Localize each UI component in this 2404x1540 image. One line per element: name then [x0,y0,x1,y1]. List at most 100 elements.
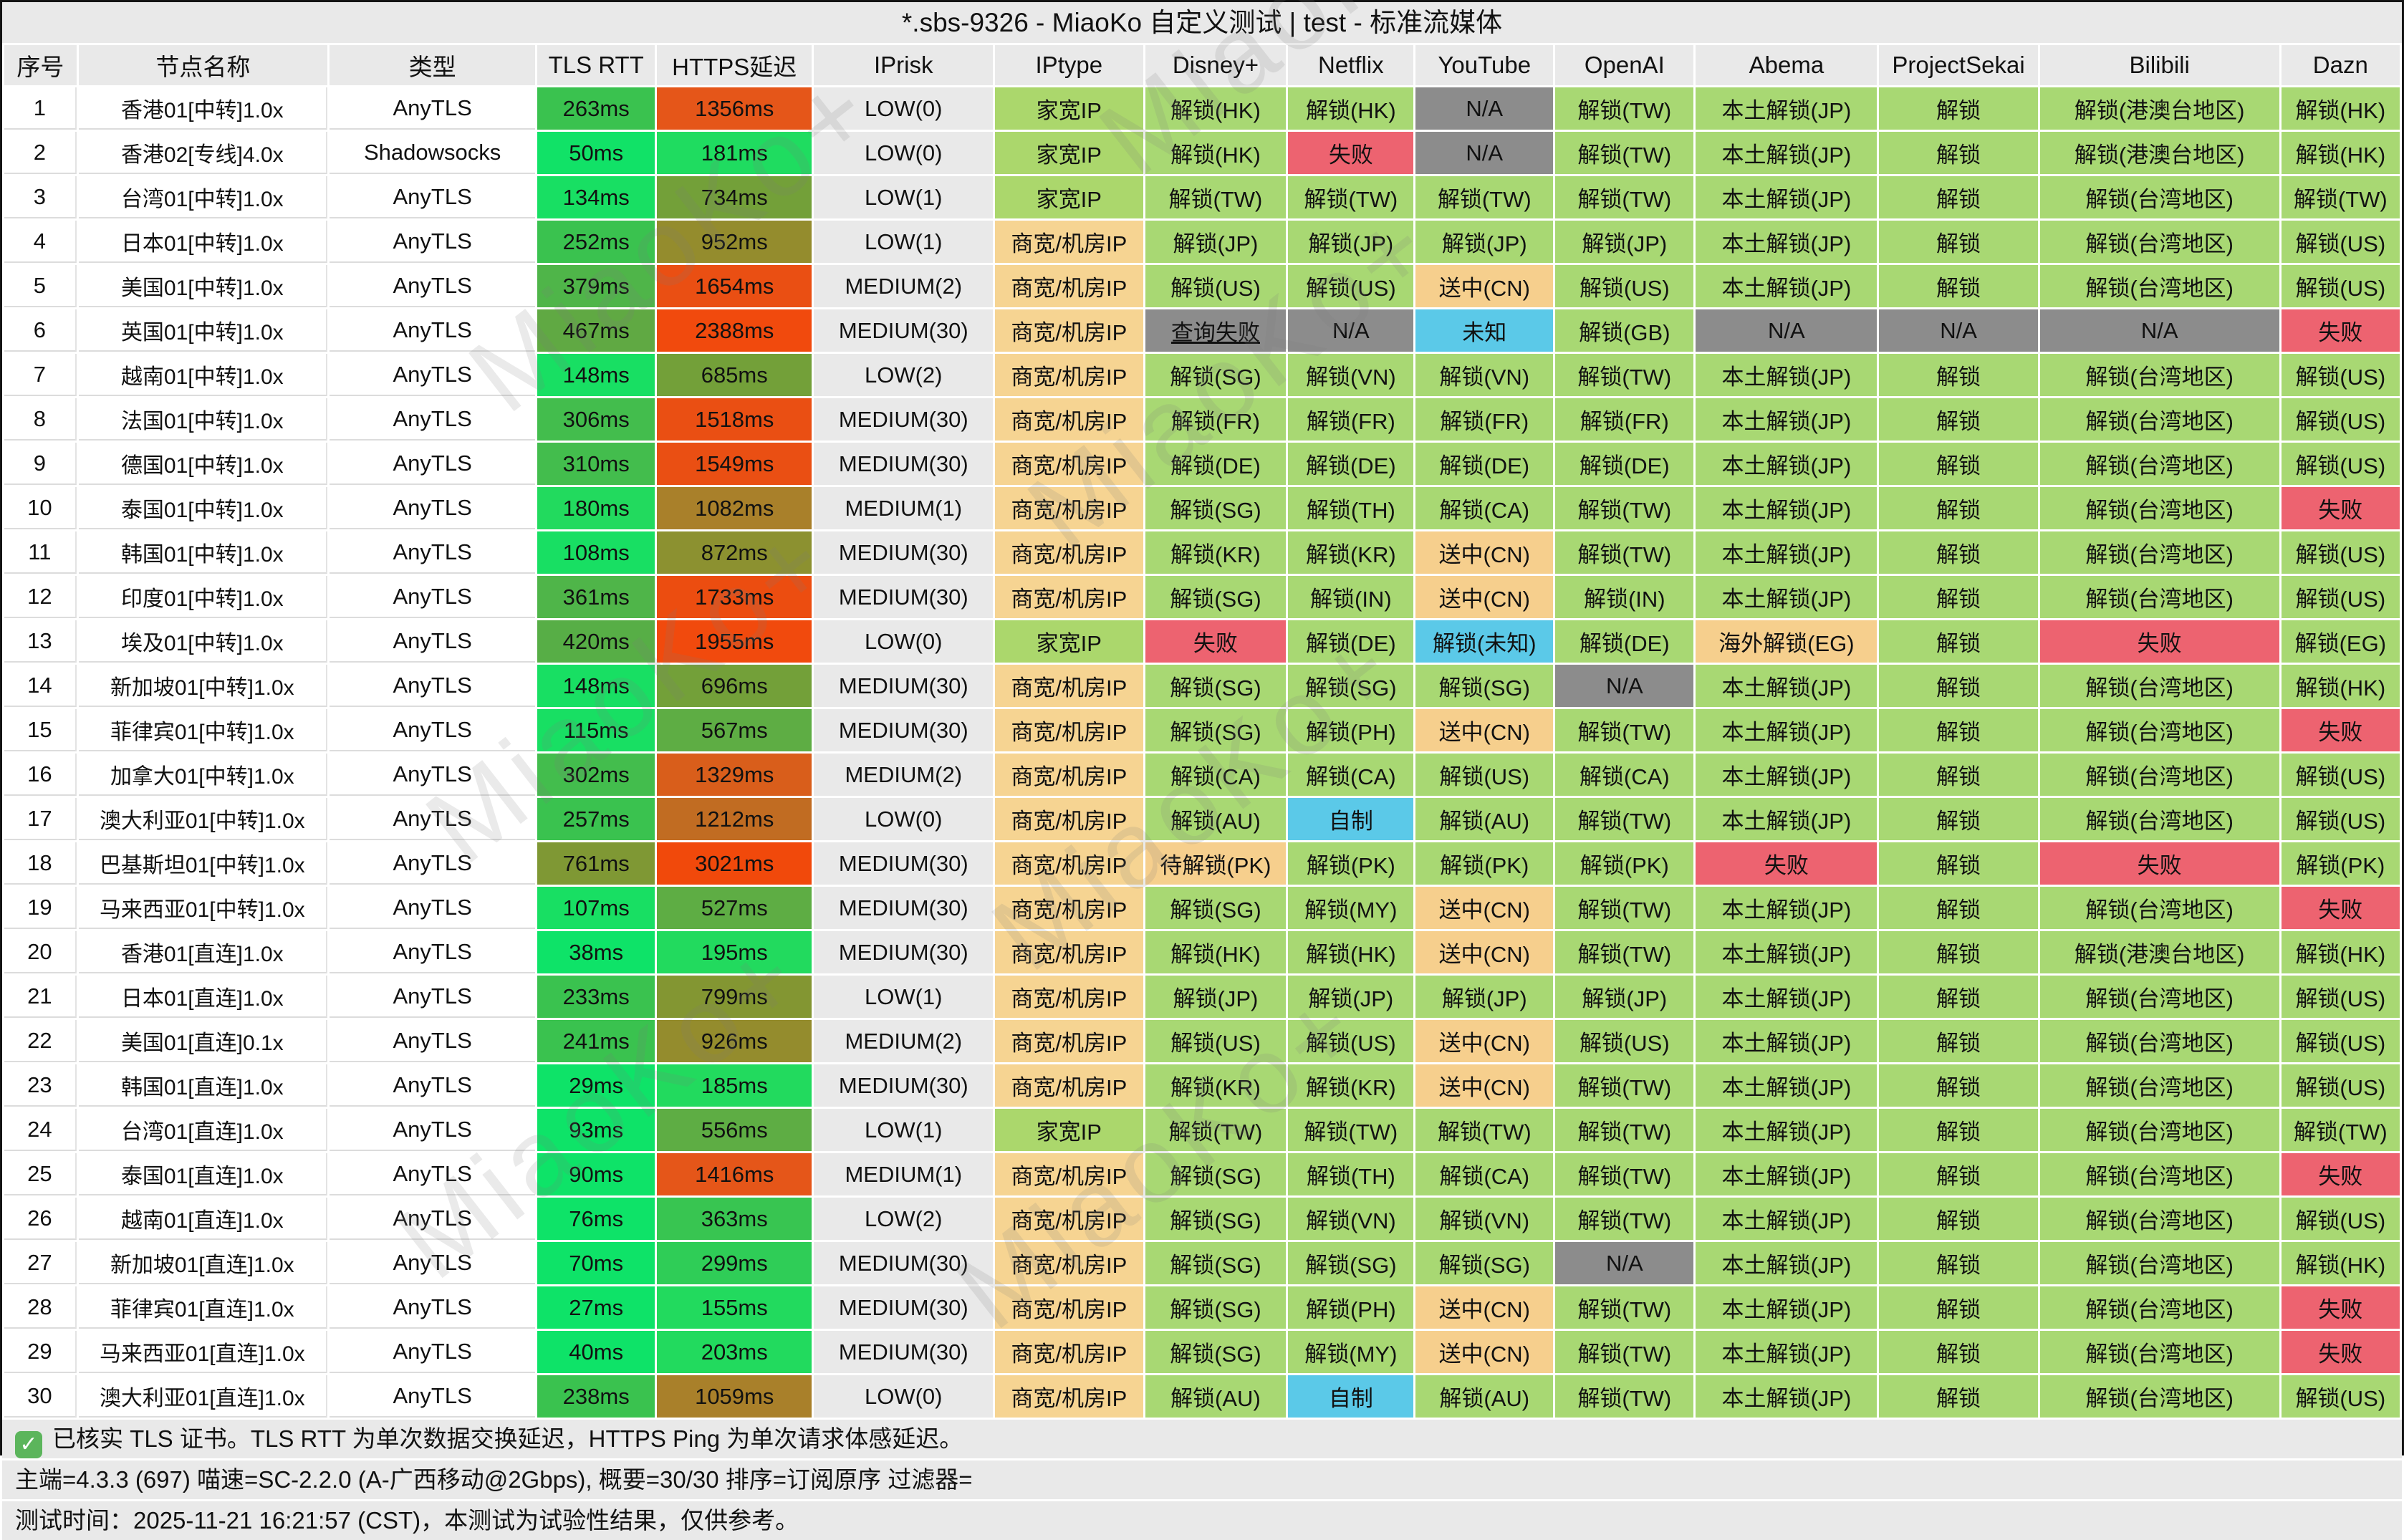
cell-abema: 本土解锁(JP) [1696,1109,1877,1151]
cell-openai: 解锁(TW) [1555,531,1694,574]
cell-ip-risk: MEDIUM(30) [814,842,994,885]
cell-https-latency: 1955ms [656,620,812,663]
cell-ip-type: 家宽IP [995,620,1143,663]
cell-index: 28 [4,1286,77,1329]
cell-abema: 本土解锁(JP) [1696,176,1877,218]
column-header-abema: Abema [1696,45,1877,85]
table-row: 18 巴基斯坦01[中转]1.0x AnyTLS 761ms 3021ms MEDIUM(… [4,842,2400,885]
cell-ip-type: 商宽/机房IP [995,531,1143,574]
table-row: 19 马来西亚01[中转]1.0x AnyTLS 107ms 527ms MEDIUM(3… [4,887,2400,929]
cell-tls-rtt: 50ms [537,132,655,174]
cell-node-name: 英国01[中转]1.0x [78,309,327,352]
cell-openai: 解锁(DE) [1555,443,1694,485]
cell-protocol: AnyTLS [329,443,536,485]
cell-https-latency: 1059ms [656,1375,812,1418]
cell-netflix: 解锁(CA) [1288,754,1414,796]
cell-projectsekai: 解锁 [1879,887,2038,929]
cell-abema: 本土解锁(JP) [1696,265,1877,307]
cell-index: 6 [4,309,77,352]
cell-disney: 查询失败 [1145,309,1287,352]
cell-youtube: 解锁(CA) [1415,487,1554,529]
cell-dazn: 解锁(US) [2281,798,2400,840]
cell-https-latency: 299ms [656,1242,812,1284]
cell-ip-type: 商宽/机房IP [995,754,1143,796]
cell-disney: 解锁(HK) [1145,87,1287,130]
cell-netflix: 解锁(US) [1288,1020,1414,1062]
cell-ip-risk: MEDIUM(30) [814,398,994,441]
cell-bilibili: 解锁(台湾地区) [2039,976,2279,1018]
cell-youtube: 解锁(TW) [1415,176,1554,218]
cell-youtube: N/A [1415,87,1554,130]
cell-protocol: AnyTLS [329,309,536,352]
cell-bilibili: 解锁(台湾地区) [2039,1109,2279,1151]
cell-bilibili: 解锁(台湾地区) [2039,221,2279,263]
cell-disney: 解锁(SG) [1145,887,1287,929]
cell-youtube: 送中(CN) [1415,265,1554,307]
cell-disney: 解锁(SG) [1145,576,1287,618]
cell-netflix: N/A [1288,309,1414,352]
cell-youtube: 送中(CN) [1415,709,1554,751]
cell-index: 9 [4,443,77,485]
cell-disney: 解锁(SG) [1145,665,1287,707]
cell-youtube: 解锁(FR) [1415,398,1554,441]
cell-disney: 解锁(SG) [1145,354,1287,396]
cell-ip-risk: MEDIUM(30) [814,1064,994,1107]
cell-index: 21 [4,976,77,1018]
cell-https-latency: 696ms [656,665,812,707]
cell-ip-type: 商宽/机房IP [995,665,1143,707]
cell-protocol: AnyTLS [329,798,536,840]
cell-abema: 本土解锁(JP) [1696,754,1877,796]
column-header-youtube: YouTube [1415,45,1554,85]
cell-abema: 本土解锁(JP) [1696,1064,1877,1107]
cell-tls-rtt: 134ms [537,176,655,218]
cell-bilibili: 解锁(台湾地区) [2039,354,2279,396]
cell-projectsekai: 解锁 [1879,754,2038,796]
cell-ip-risk: MEDIUM(30) [814,931,994,973]
cell-index: 22 [4,1020,77,1062]
cell-dazn: 解锁(US) [2281,398,2400,441]
cell-tls-rtt: 27ms [537,1286,655,1329]
cell-projectsekai: 解锁 [1879,265,2038,307]
cell-disney: 解锁(TW) [1145,1109,1287,1151]
cell-node-name: 香港02[专线]4.0x [78,132,327,174]
cell-youtube: 送中(CN) [1415,1286,1554,1329]
cell-projectsekai: 解锁 [1879,1109,2038,1151]
cell-openai: 解锁(DE) [1555,620,1694,663]
cell-protocol: AnyTLS [329,531,536,574]
cell-https-latency: 799ms [656,976,812,1018]
cell-index: 26 [4,1198,77,1240]
cell-dazn: 解锁(HK) [2281,931,2400,973]
table-row: 7 越南01[中转]1.0x AnyTLS 148ms 685ms LOW(2) 商宽/机房… [4,354,2400,396]
cell-projectsekai: 解锁 [1879,176,2038,218]
table-row: 27 新加坡01[直连]1.0x AnyTLS 70ms 299ms MEDIUM(30)… [4,1242,2400,1284]
cell-disney: 解锁(SG) [1145,1286,1287,1329]
cell-https-latency: 1356ms [656,87,812,130]
cell-bilibili: 解锁(台湾地区) [2039,798,2279,840]
cell-dazn: 失败 [2281,309,2400,352]
cell-ip-risk: MEDIUM(2) [814,265,994,307]
footer-test-time: 测试时间：2025-11-21 16:21:57 (CST)，本测试为试验性结果… [2,1499,2402,1540]
cell-ip-type: 商宽/机房IP [995,1198,1143,1240]
cell-bilibili: 解锁(港澳台地区) [2039,87,2279,130]
cell-bilibili: 解锁(台湾地区) [2039,1064,2279,1107]
cell-index: 19 [4,887,77,929]
cell-node-name: 香港01[直连]1.0x [78,931,327,973]
cell-openai: 解锁(TW) [1555,1198,1694,1240]
cell-protocol: Shadowsocks [329,132,536,174]
cell-youtube: 解锁(DE) [1415,443,1554,485]
cell-protocol: AnyTLS [329,1331,536,1373]
cell-https-latency: 1654ms [656,265,812,307]
cell-netflix: 解锁(TH) [1288,1153,1414,1195]
cell-tls-rtt: 38ms [537,931,655,973]
cell-youtube: 解锁(SG) [1415,665,1554,707]
cell-node-name: 韩国01[中转]1.0x [78,531,327,574]
cell-netflix: 自制 [1288,798,1414,840]
cell-projectsekai: 解锁 [1879,487,2038,529]
cell-https-latency: 1329ms [656,754,812,796]
cell-index: 24 [4,1109,77,1151]
cell-projectsekai: 解锁 [1879,132,2038,174]
column-header-disney: Disney+ [1145,45,1287,85]
cell-netflix: 自制 [1288,1375,1414,1418]
cell-youtube: 解锁(JP) [1415,976,1554,1018]
cell-bilibili: 解锁(台湾地区) [2039,531,2279,574]
